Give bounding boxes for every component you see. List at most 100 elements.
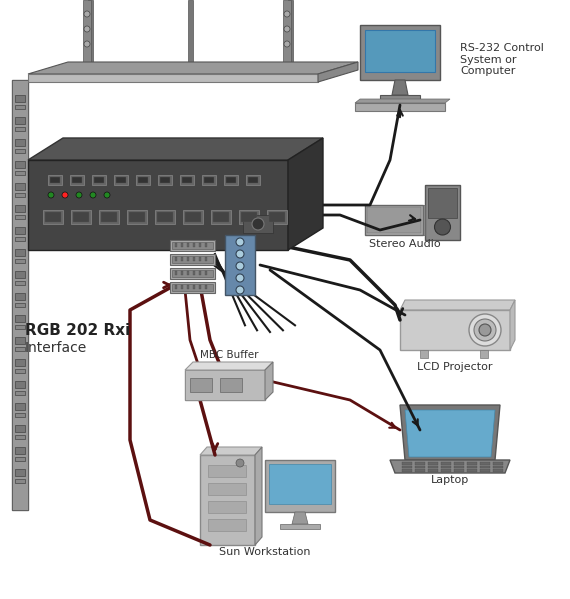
Polygon shape: [88, 0, 93, 62]
Bar: [367, 207, 421, 233]
Bar: [181, 285, 183, 289]
Bar: [246, 175, 260, 185]
Bar: [116, 177, 126, 183]
Bar: [187, 243, 189, 247]
Bar: [170, 282, 215, 293]
Bar: [182, 177, 192, 183]
Bar: [265, 460, 335, 512]
Bar: [415, 465, 425, 468]
Bar: [224, 175, 238, 185]
Bar: [15, 359, 25, 366]
Bar: [493, 462, 503, 464]
Circle shape: [76, 192, 82, 198]
Bar: [400, 310, 510, 350]
Bar: [28, 74, 318, 82]
Bar: [172, 242, 213, 249]
Bar: [15, 139, 25, 146]
Circle shape: [284, 26, 290, 32]
Bar: [15, 469, 25, 476]
Polygon shape: [400, 405, 500, 460]
Circle shape: [236, 238, 244, 246]
Bar: [50, 177, 60, 183]
Bar: [15, 205, 25, 212]
Bar: [208, 519, 246, 531]
Circle shape: [236, 286, 244, 294]
Bar: [175, 271, 177, 275]
Polygon shape: [423, 205, 425, 235]
Bar: [199, 285, 201, 289]
Circle shape: [236, 250, 244, 258]
Bar: [213, 212, 229, 222]
Polygon shape: [390, 460, 510, 473]
Bar: [480, 469, 490, 471]
Bar: [15, 227, 25, 234]
Bar: [15, 105, 25, 109]
Bar: [187, 257, 189, 261]
Bar: [15, 337, 25, 344]
Bar: [241, 212, 257, 222]
Bar: [355, 103, 445, 111]
Bar: [138, 177, 148, 183]
Bar: [15, 127, 25, 131]
Bar: [15, 149, 25, 153]
Bar: [480, 462, 490, 464]
Polygon shape: [185, 362, 273, 370]
Bar: [180, 175, 194, 185]
Bar: [15, 435, 25, 439]
Bar: [415, 462, 425, 464]
Bar: [157, 212, 173, 222]
Bar: [208, 465, 246, 477]
Bar: [441, 465, 451, 468]
Bar: [15, 95, 25, 102]
Bar: [170, 268, 215, 279]
Bar: [15, 479, 25, 483]
Bar: [15, 161, 25, 168]
Bar: [480, 465, 490, 468]
Circle shape: [62, 192, 68, 198]
Bar: [15, 215, 25, 219]
Bar: [199, 243, 201, 247]
Polygon shape: [400, 300, 515, 310]
Bar: [172, 256, 213, 263]
Bar: [15, 183, 25, 190]
Circle shape: [469, 314, 501, 346]
Bar: [15, 259, 25, 263]
Bar: [15, 171, 25, 175]
Bar: [204, 177, 214, 183]
Bar: [193, 285, 195, 289]
Bar: [199, 271, 201, 275]
Bar: [83, 0, 91, 62]
Bar: [269, 464, 331, 504]
Bar: [428, 469, 438, 471]
Bar: [15, 293, 25, 300]
Bar: [199, 257, 201, 261]
Bar: [15, 403, 25, 410]
Bar: [70, 175, 84, 185]
Bar: [129, 212, 145, 222]
Bar: [425, 185, 460, 240]
Circle shape: [84, 26, 90, 32]
Bar: [187, 285, 189, 289]
Bar: [205, 271, 207, 275]
Bar: [181, 271, 183, 275]
Polygon shape: [188, 0, 193, 62]
Bar: [202, 175, 216, 185]
Bar: [170, 254, 215, 265]
Bar: [15, 315, 25, 322]
Bar: [248, 177, 258, 183]
Circle shape: [252, 218, 264, 230]
Bar: [183, 210, 203, 224]
Text: MBC Buffer: MBC Buffer: [200, 350, 258, 360]
Circle shape: [84, 41, 90, 47]
Polygon shape: [28, 62, 358, 74]
Circle shape: [84, 11, 90, 17]
Bar: [190, 378, 212, 392]
Circle shape: [284, 41, 290, 47]
Bar: [158, 175, 172, 185]
Bar: [220, 378, 242, 392]
Bar: [185, 370, 265, 400]
Polygon shape: [292, 512, 308, 524]
Bar: [283, 0, 291, 62]
Bar: [45, 212, 61, 222]
Bar: [365, 205, 423, 235]
